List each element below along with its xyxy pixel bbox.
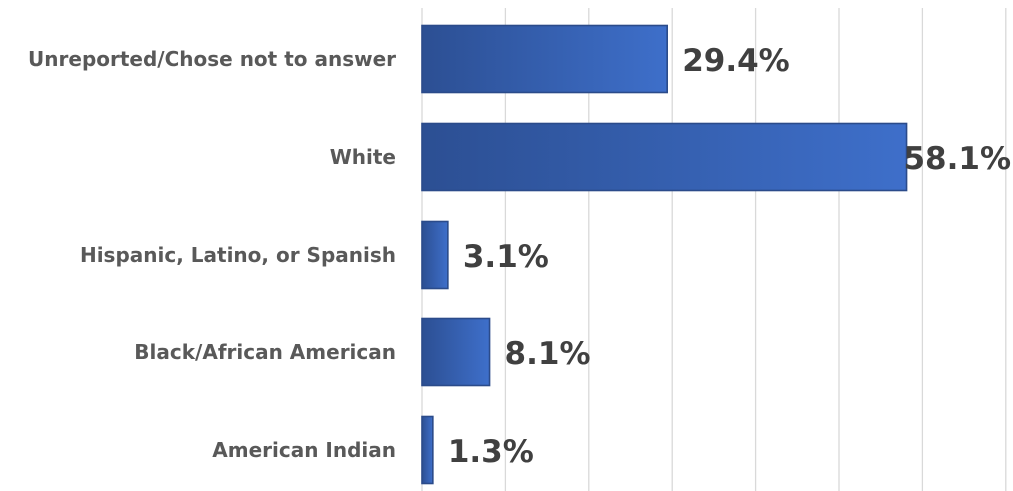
bar-black-african-american bbox=[421, 317, 491, 387]
bars bbox=[421, 24, 908, 485]
bar-american-indian bbox=[421, 415, 434, 485]
category-label-hispanic-latino-or-spanish: Hispanic, Latino, or Spanish bbox=[80, 243, 396, 267]
value-label-unreported-chose-not-to-answer: 29.4% bbox=[682, 43, 790, 79]
value-label-white: 58.1% bbox=[903, 141, 1011, 177]
category-label-unreported-chose-not-to-answer: Unreported/Chose not to answer bbox=[28, 47, 396, 71]
bar-white bbox=[421, 122, 908, 192]
value-label-hispanic-latino-or-spanish: 3.1% bbox=[463, 239, 549, 275]
labels: Unreported/Chose not to answer 29.4% White… bbox=[28, 43, 1011, 470]
value-label-black-african-american: 8.1% bbox=[505, 336, 591, 372]
bar-unreported-chose-not-to-answer bbox=[421, 24, 668, 94]
category-label-black-african-american: Black/African American bbox=[134, 340, 396, 364]
value-label-american-indian: 1.3% bbox=[448, 434, 534, 470]
category-label-american-indian: American Indian bbox=[212, 438, 396, 462]
category-label-white: White bbox=[330, 145, 396, 169]
bar-hispanic-latino-or-spanish bbox=[421, 220, 449, 290]
